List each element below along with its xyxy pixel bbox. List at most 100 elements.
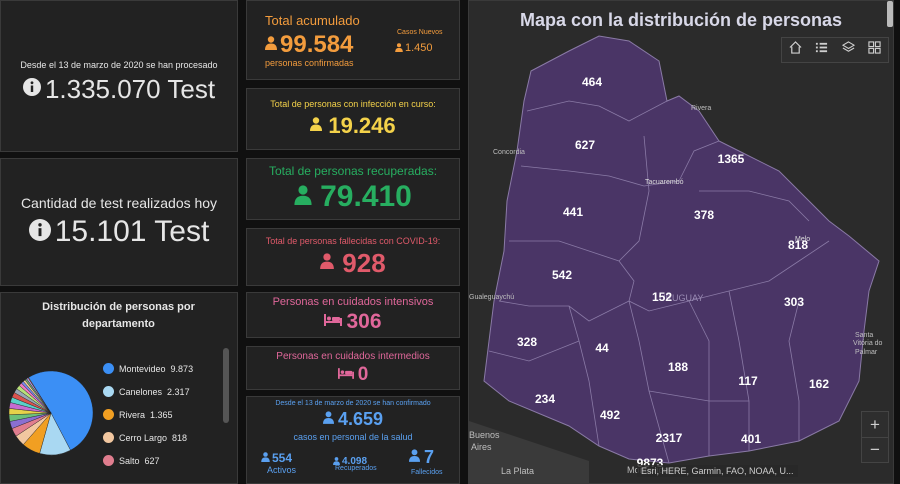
count-label: 818 <box>788 238 808 252</box>
legend-name: Salto <box>119 455 140 466</box>
zoom-control: + − <box>861 411 889 463</box>
count-label: 627 <box>575 138 595 152</box>
count-label: 162 <box>809 377 829 391</box>
health-staff-recovered-value: 4.098 <box>342 455 368 467</box>
legend-swatch <box>103 432 114 443</box>
person-icon <box>261 449 270 467</box>
count-label: 303 <box>784 295 804 309</box>
map-scrollbar[interactable] <box>887 1 893 27</box>
legend-value: 9.873 <box>170 363 194 374</box>
legend-item[interactable]: Canelones 2.317 <box>103 380 193 403</box>
tests-today-panel: Cantidad de test realizados hoy 15.101 T… <box>0 158 238 286</box>
legend-swatch <box>103 386 114 397</box>
active-value: 19.246 <box>328 113 396 138</box>
count-label: 44 <box>595 341 609 355</box>
map-panel: Rivera Concordia Tacuarembó Melo Santa V… <box>468 0 894 484</box>
pie-slice-18[interactable] <box>27 377 52 414</box>
confirmed-sub: personas confirmadas <box>265 58 354 68</box>
count-label: 234 <box>535 392 555 406</box>
legend-name: Cerro Largo <box>119 432 168 443</box>
place-label: Tacuarembó <box>645 179 684 186</box>
recovered-panel: Total de personas recuperadas: 79.410 <box>246 158 460 220</box>
pie-slice-0[interactable] <box>28 370 94 451</box>
person-icon <box>310 116 323 136</box>
count-label: 328 <box>517 335 537 349</box>
new-cases-value: 1.450 <box>405 42 433 54</box>
legend-item[interactable]: Rivera 1.365 <box>103 403 193 426</box>
legend-scrollbar[interactable] <box>223 348 229 423</box>
health-staff-title: Desde el 13 de marzo de 2020 se han conf… <box>275 400 431 407</box>
legend-item[interactable]: Cerro Largo 818 <box>103 426 193 449</box>
place-label: Vitória do <box>853 340 883 347</box>
legend-swatch <box>103 455 114 466</box>
person-icon <box>265 35 277 55</box>
river-estuary <box>469 421 589 483</box>
count-label: 188 <box>668 360 688 374</box>
legend-value: 627 <box>144 455 160 466</box>
zoom-in-button[interactable]: + <box>862 412 888 438</box>
health-staff-panel: Desde el 13 de marzo de 2020 se han conf… <box>246 396 460 484</box>
confirmed-value: 99.584 <box>280 31 354 58</box>
map-title: Mapa con la distribución de personas <box>519 10 843 30</box>
count-labels: 464 627 1365 441 378 818 542 152 303 328… <box>517 75 829 470</box>
health-staff-active-value: 554 <box>272 451 293 465</box>
list-icon[interactable] <box>815 41 828 59</box>
layers-icon[interactable] <box>841 41 855 59</box>
place-label: Aires <box>471 442 492 452</box>
zoom-out-button[interactable]: − <box>870 440 880 459</box>
health-staff-sub: casos en personal de la salud <box>293 432 413 442</box>
health-staff-recovered-label: Recuperados <box>335 465 377 472</box>
count-label: 542 <box>552 268 572 282</box>
legend-item[interactable]: Salto 627 <box>103 449 193 472</box>
distribution-title: Distribución de personas por departament… <box>42 301 195 330</box>
place-label: Palmar <box>855 349 878 356</box>
map-toolbar <box>781 37 889 63</box>
count-label: 492 <box>600 408 620 422</box>
confirmed-panel: Total acumulado 99.584 personas confirma… <box>246 0 460 80</box>
map-canvas[interactable]: Rivera Concordia Tacuarembó Melo Santa V… <box>469 1 894 484</box>
legend-name: Montevideo <box>119 363 166 374</box>
deceased-value: 928 <box>342 247 386 278</box>
active-title: Total de personas con infección en curso… <box>270 99 436 109</box>
deceased-title: Total de personas fallecidas con COVID-1… <box>265 235 441 246</box>
home-icon[interactable] <box>789 41 802 59</box>
count-label: 441 <box>563 205 583 219</box>
map-attribution[interactable]: Esri, HERE, Garmin, FAO, NOAA, U... <box>637 465 798 477</box>
health-staff-deceased-label: Fallecidos <box>411 469 443 476</box>
legend-name: Canelones <box>119 386 163 397</box>
info-icon <box>28 218 51 246</box>
active-panel: Total de personas con infección en curso… <box>246 88 460 150</box>
place-label: Buenos <box>469 430 500 440</box>
info-icon <box>22 77 41 101</box>
legend-name: Rivera <box>119 409 146 420</box>
place-labels: Rivera Concordia Tacuarembó Melo Santa V… <box>469 105 883 476</box>
bed-icon <box>324 313 343 331</box>
legend-swatch <box>103 409 114 420</box>
place-label: Melo <box>795 236 810 243</box>
recovered-title: Total de personas recuperadas: <box>268 164 438 178</box>
tests-total-panel: Desde el 13 de marzo de 2020 se han proc… <box>0 0 238 152</box>
tests-total-label: Desde el 13 de marzo de 2020 se han proc… <box>20 59 218 70</box>
count-label: 1365 <box>718 152 745 166</box>
place-label: Rivera <box>691 105 711 112</box>
count-label: 117 <box>738 374 758 388</box>
count-label: 378 <box>694 208 714 222</box>
basemap-gallery-icon[interactable] <box>868 41 881 59</box>
person-icon <box>322 410 334 429</box>
count-label: 2317 <box>656 431 683 445</box>
health-staff-deceased-value: 7 <box>424 447 435 467</box>
person-icon <box>320 252 335 274</box>
legend-value: 818 <box>172 432 188 443</box>
intermediate-panel: Personas en cuidados intermedios 0 <box>246 346 460 390</box>
person-icon <box>409 448 420 467</box>
person-icon <box>333 452 340 470</box>
legend-item[interactable]: Montevideo 9.873 <box>103 357 193 380</box>
icu-panel: Personas en cuidados intensivos 306 <box>246 292 460 338</box>
deceased-panel: Total de personas fallecidas con COVID-1… <box>246 228 460 286</box>
country-label: URUGUAY <box>659 293 703 303</box>
person-icon <box>294 184 312 210</box>
recovered-value: 79.410 <box>320 180 412 213</box>
tests-total-value: 1.335.070 Test <box>44 73 216 104</box>
new-cases-label: Casos Nuevos <box>397 29 443 36</box>
icu-value: 306 <box>346 310 382 333</box>
